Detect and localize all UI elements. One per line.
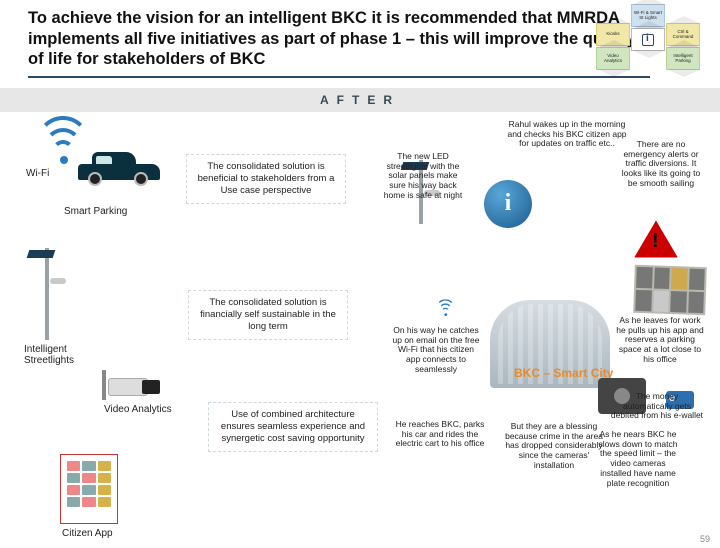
callout-financial: The consolidated solution is financially…	[188, 290, 348, 340]
wifi-label: Wi-Fi	[26, 168, 49, 179]
header-underline	[28, 76, 650, 78]
story-wifi: On his way he catches up on email on the…	[390, 326, 482, 375]
streetlights-label: Intelligent Streetlights	[24, 344, 74, 366]
after-bar: AFTER	[0, 88, 720, 112]
header: To achieve the vision for an intelligent…	[0, 0, 720, 84]
hex-cluster: Wi-Fi & Smart St Lights Kiosks Ctrl & Co…	[588, 6, 708, 74]
camera-icon	[108, 370, 164, 402]
scene-wifi-icon	[436, 302, 455, 316]
building-icon	[642, 34, 654, 46]
story-noalerts: There are no emergency alerts or traffic…	[618, 140, 704, 189]
car-icon	[78, 150, 160, 186]
hex-br: Intelligent Parking	[666, 47, 700, 70]
story-scene: i ! BKC – Smart City The new LED streetl…	[370, 116, 710, 526]
hex-bl: Video Analytics	[596, 47, 630, 70]
story-ewallet: The money automatically gets debited fro…	[610, 392, 704, 421]
story-speedlimit: As he nears BKC he slows down to match t…	[594, 430, 682, 489]
page-title: To achieve the vision for an intelligent…	[28, 8, 650, 70]
body: Wi-Fi Smart Parking Intelligent Streetli…	[0, 112, 720, 548]
citizen-label: Citizen App	[62, 528, 113, 539]
story-led: The new LED streetlights with the solar …	[382, 152, 464, 201]
callout-synergy: Use of combined architecture ensures sea…	[208, 402, 378, 452]
streetlight-icon	[34, 248, 60, 340]
alert-icon: !	[636, 222, 676, 258]
callout-usecase: The consolidated solution is beneficial …	[186, 154, 346, 204]
hex-center	[631, 28, 665, 51]
smart-city-label: BKC – Smart City	[514, 366, 613, 380]
story-parking: As he leaves for work he pulls up his ap…	[614, 316, 706, 365]
phone-icon	[60, 454, 118, 524]
story-arrive: He reaches BKC, parks his car and rides …	[392, 420, 488, 449]
video-label: Video Analytics	[104, 404, 172, 415]
page-number: 59	[700, 534, 710, 544]
info-icon: i	[484, 180, 532, 228]
parking-aerial-icon	[633, 265, 707, 315]
smart-parking-label: Smart Parking	[64, 206, 127, 217]
story-wakeup: Rahul wakes up in the morning and checks…	[506, 120, 628, 149]
